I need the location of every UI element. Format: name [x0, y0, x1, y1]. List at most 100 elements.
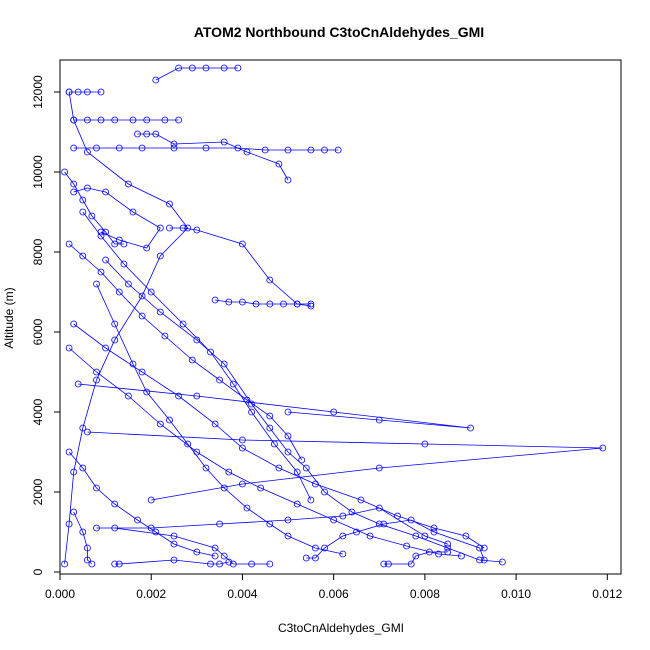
data-point [111, 320, 119, 328]
data-point [65, 88, 73, 96]
data-point [184, 224, 192, 232]
data-point [111, 560, 119, 568]
data-point [84, 116, 91, 124]
data-point [412, 532, 420, 540]
data-point [298, 456, 306, 464]
data-point [339, 512, 347, 520]
data-point [293, 468, 301, 476]
x-axis-label: C3toCnAldehydes_GMI [278, 621, 404, 635]
data-point [421, 532, 429, 540]
y-tick-label: 8000 [31, 238, 45, 265]
data-point [97, 116, 105, 124]
data-point [480, 544, 488, 552]
data-point [266, 424, 274, 432]
data-point [202, 64, 210, 72]
data-point [102, 188, 109, 196]
data-point [152, 130, 160, 138]
data-point [225, 298, 233, 306]
data-point [243, 504, 251, 512]
data-point [138, 144, 146, 152]
data-point [266, 520, 274, 528]
data-point [188, 356, 196, 364]
series-22-line [68, 243, 303, 461]
y-tick-label: 2000 [31, 478, 45, 505]
data-point [156, 308, 164, 316]
data-point [284, 408, 292, 416]
data-point [257, 484, 265, 492]
series-7-line [169, 227, 311, 307]
data-point [161, 116, 169, 124]
data-point [330, 516, 338, 524]
data-point [84, 184, 91, 192]
data-point [124, 180, 132, 188]
data-point [403, 542, 411, 550]
data-point [65, 240, 73, 248]
data-point [143, 388, 151, 396]
data-point [70, 468, 78, 476]
data-point [147, 288, 155, 296]
y-tick-label: 4000 [31, 398, 45, 425]
data-point [115, 144, 123, 152]
data-point [284, 176, 292, 184]
data-point [207, 348, 214, 356]
data-point [248, 560, 256, 568]
series-10-line [78, 383, 471, 429]
x-axis: 0.000 0.002 0.004 0.006 0.008 0.010 0.012 [45, 573, 623, 601]
data-point [211, 420, 219, 428]
data-point [480, 556, 488, 564]
x-tick-label: 0.010 [501, 587, 531, 601]
data-point [321, 488, 328, 496]
data-point [252, 300, 260, 308]
data-point [407, 516, 415, 524]
data-points [61, 64, 607, 568]
data-point [334, 146, 342, 154]
data-point [166, 200, 173, 208]
data-point [70, 144, 78, 152]
data-point [425, 548, 433, 556]
data-point [384, 560, 392, 568]
series-8-line [215, 299, 311, 305]
data-point [202, 144, 210, 152]
series-23-line [64, 171, 124, 245]
data-point [65, 520, 73, 528]
data-point [93, 484, 100, 492]
y-tick-label: 12000 [31, 75, 45, 109]
data-point [266, 412, 274, 420]
data-point [202, 464, 210, 472]
data-point [339, 532, 347, 540]
data-point [102, 256, 109, 264]
data-point [70, 180, 78, 188]
data-point [220, 64, 228, 72]
data-point [97, 268, 105, 276]
plot-frame [59, 59, 622, 575]
data-point [229, 380, 237, 388]
series-15-line [73, 323, 485, 549]
data-point [266, 560, 274, 568]
data-point [193, 548, 201, 556]
data-point [129, 360, 137, 368]
series-25-line [73, 511, 93, 565]
x-tick-label: 0.002 [136, 587, 166, 601]
series-4-line [155, 67, 238, 81]
data-point [111, 240, 119, 248]
data-point [147, 496, 155, 504]
data-point [293, 500, 301, 508]
data-point [220, 138, 228, 146]
data-point [311, 480, 319, 488]
data-point [307, 300, 315, 308]
data-point [65, 344, 73, 352]
data-point [143, 244, 151, 252]
x-tick-label: 0.012 [592, 587, 622, 601]
data-point [220, 360, 228, 368]
data-point [115, 236, 123, 244]
data-point [207, 560, 214, 568]
data-point [599, 444, 607, 452]
data-point [138, 368, 146, 376]
data-point [84, 556, 91, 564]
data-point [211, 296, 219, 304]
data-point [175, 64, 183, 72]
data-point [79, 208, 87, 216]
data-point [225, 558, 233, 566]
data-point [93, 368, 100, 376]
data-point [70, 116, 78, 124]
